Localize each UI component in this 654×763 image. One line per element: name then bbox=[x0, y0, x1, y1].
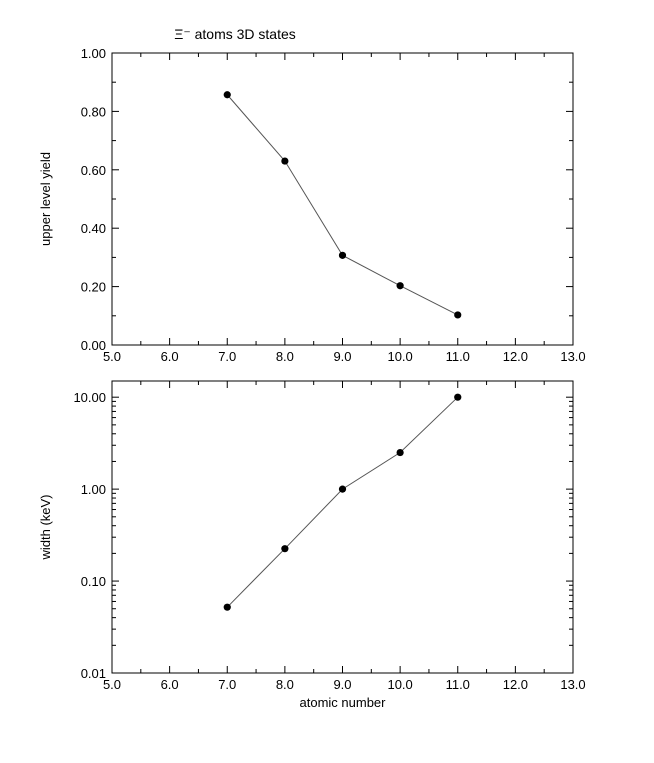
bottom-x-tick-label: 8.0 bbox=[276, 677, 294, 692]
top-x-tick-label: 6.0 bbox=[161, 349, 179, 364]
bottom-series-line bbox=[226, 396, 459, 608]
bottom-y-axis-label: width (keV) bbox=[38, 494, 53, 560]
bottom-x-tick-label: 11.0 bbox=[446, 677, 470, 692]
top-x-tick-label: 10.0 bbox=[387, 349, 412, 364]
bottom-data-point bbox=[223, 603, 231, 611]
bottom-x-tick-label: 10.0 bbox=[387, 677, 412, 692]
top-data-point bbox=[454, 311, 462, 319]
top-data-point bbox=[281, 157, 289, 165]
bottom-x-tick-label: 12.0 bbox=[503, 677, 528, 692]
top-x-tick-label: 8.0 bbox=[276, 349, 294, 364]
bottom-y-tick-label: 0.10 bbox=[81, 574, 106, 589]
bottom-data-point bbox=[454, 393, 462, 401]
top-y-tick-label: 0.60 bbox=[81, 163, 106, 178]
top-plot-frame bbox=[111, 52, 574, 346]
top-y-tick-label: 0.00 bbox=[81, 338, 106, 353]
bottom-x-axis-label: atomic number bbox=[300, 695, 387, 710]
top-y-tick-label: 1.00 bbox=[81, 46, 106, 61]
top-x-tick-label: 9.0 bbox=[333, 349, 351, 364]
bottom-data-point bbox=[338, 485, 347, 493]
top-data-point bbox=[223, 91, 231, 99]
top-x-tick-label: 12.0 bbox=[503, 349, 528, 364]
bottom-x-tick-label: 5.0 bbox=[103, 677, 121, 692]
top-chart: 5.0 6.0 7.0 8.0 9.0 10.0 11.0 12.0 13.0 0.00 0.20 0… bbox=[38, 46, 586, 364]
bottom-plot-frame bbox=[111, 380, 574, 674]
bottom-y-tick-label: 0.01 bbox=[81, 666, 106, 681]
bottom-x-tick-label: 6.0 bbox=[161, 677, 179, 692]
top-y-tick-label: 0.80 bbox=[81, 104, 106, 119]
bottom-y-tick-label: 10.00 bbox=[73, 390, 106, 405]
bottom-chart: 5.0 6.0 7.0 8.0 9.0 10.0 11.0 12.0 13.0 0.01 0.10 1… bbox=[38, 380, 586, 710]
bottom-data-point bbox=[396, 448, 404, 457]
top-series-line bbox=[226, 94, 458, 316]
bottom-x-tick-label: 13.0 bbox=[560, 677, 585, 692]
top-x-tick-label: 11.0 bbox=[446, 349, 470, 364]
top-data-point bbox=[396, 282, 404, 290]
top-y-tick-label: 0.40 bbox=[81, 221, 106, 236]
top-x-tick-label: 13.0 bbox=[560, 349, 585, 364]
top-y-axis-label: upper level yield bbox=[38, 152, 53, 246]
bottom-y-tick-label: 1.00 bbox=[81, 482, 106, 497]
bottom-data-point bbox=[281, 545, 289, 553]
top-x-tick-label: 7.0 bbox=[218, 349, 236, 364]
top-y-tick-label: 0.20 bbox=[81, 280, 106, 295]
top-chart-title: Ξ⁻ atoms 3D states bbox=[174, 26, 296, 42]
top-data-point bbox=[338, 251, 347, 259]
bottom-x-tick-label: 7.0 bbox=[218, 677, 236, 692]
top-x-tick-label: 5.0 bbox=[103, 349, 121, 364]
bottom-x-tick-label: 9.0 bbox=[333, 677, 351, 692]
